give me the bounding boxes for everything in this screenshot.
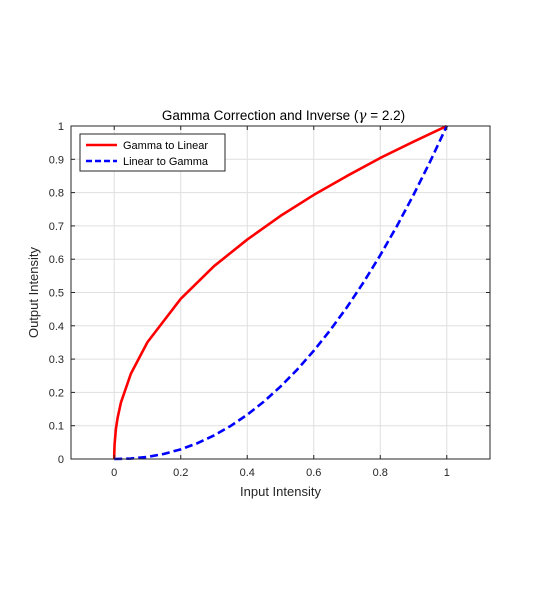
x-tick-label: 0.8 — [373, 467, 388, 479]
chart-title-prefix: Gamma Correction and Inverse ( — [162, 108, 359, 123]
y-tick-label: 0.5 — [49, 288, 64, 300]
grid-lines — [71, 125, 490, 460]
axes — [70, 125, 491, 460]
series-line-linear-to-gamma — [114, 125, 448, 461]
x-tick-label: 0.2 — [173, 467, 188, 479]
y-tick-label: 1 — [58, 121, 64, 133]
y-tick-label: 0.1 — [49, 421, 64, 433]
legend: Gamma to Linear Linear to Gamma — [79, 133, 226, 172]
y-axis-label: Output Intensity — [26, 246, 41, 338]
x-axis-label: Input Intensity — [240, 484, 321, 499]
y-tick-label: 0.9 — [49, 154, 64, 166]
x-tick-label: 0.6 — [306, 467, 321, 479]
y-tick-label: 0.6 — [49, 254, 64, 266]
x-tick-label: 0.4 — [240, 467, 255, 479]
legend-label-linear-to-gamma: Linear to Gamma — [123, 156, 209, 168]
chart-title-suffix: = 2.2) — [367, 108, 406, 123]
y-tick-label: 0.3 — [49, 354, 64, 366]
chart-title: Gamma Correction and Inverse (γ = 2.2) — [162, 108, 405, 124]
y-tick-label: 0.7 — [49, 221, 64, 233]
x-tick-label: 0 — [111, 467, 117, 479]
series-lines — [112, 124, 448, 461]
series-line-gamma-to-linear — [112, 124, 448, 460]
legend-label-gamma-to-linear: Gamma to Linear — [123, 140, 208, 152]
y-tick-label: 0.2 — [49, 387, 64, 399]
y-tick-label: 0.8 — [49, 188, 64, 200]
y-tick-label: 0 — [58, 454, 64, 466]
tick-labels: 0 0.2 0.4 0.6 0.8 1 0 0.1 0.2 0.3 0.4 0.5 0.6 0.7 0.8 0… — [49, 121, 450, 479]
x-tick-label: 1 — [444, 467, 450, 479]
legend-box — [79, 133, 226, 172]
y-tick-label: 0.4 — [49, 321, 64, 333]
chart-title-symbol: γ — [358, 108, 367, 124]
